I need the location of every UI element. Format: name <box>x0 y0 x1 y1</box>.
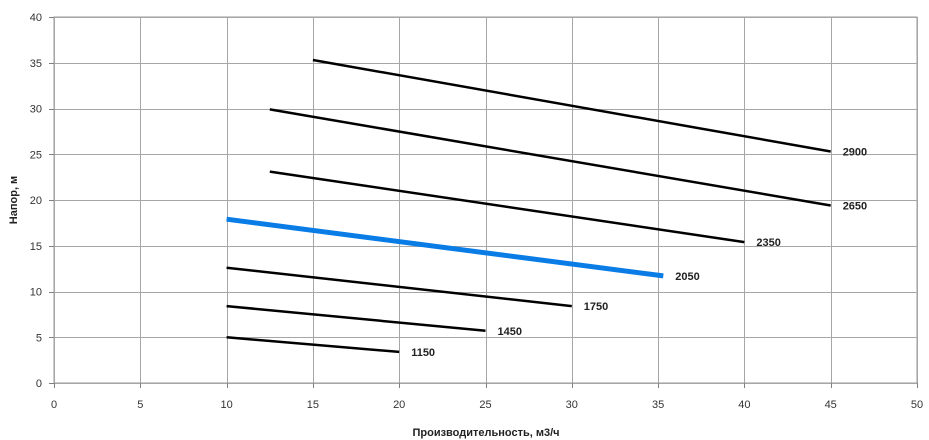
x-tick-label: 20 <box>393 399 405 411</box>
series-label-1450: 1450 <box>498 326 522 338</box>
series-line-1150 <box>226 336 400 354</box>
y-tick-label: 30 <box>30 104 42 116</box>
series-line-1450 <box>226 304 486 333</box>
x-axis-ticks: 0 5 10 15 20 25 30 35 40 45 50 <box>51 399 923 411</box>
series-line-1750 <box>226 266 572 308</box>
x-tick-label: 50 <box>911 399 923 411</box>
grid <box>49 16 918 388</box>
y-tick-label: 20 <box>30 195 42 207</box>
x-tick-label: 25 <box>479 399 491 411</box>
series-label-1150: 1150 <box>411 347 435 359</box>
series-lines <box>226 58 831 354</box>
x-tick-label: 40 <box>738 399 750 411</box>
y-tick-label: 35 <box>30 58 42 70</box>
x-tick-label: 10 <box>220 399 232 411</box>
x-axis-title: Производительность, м3/ч <box>412 427 559 439</box>
y-axis-title: Напор, м <box>8 176 20 224</box>
y-tick-label: 0 <box>36 378 42 390</box>
series-label-1750: 1750 <box>584 301 608 313</box>
y-axis-ticks: 0 5 10 15 20 25 30 35 40 <box>30 12 42 390</box>
series-line-2350 <box>269 170 745 244</box>
series-label-2350: 2350 <box>756 237 780 249</box>
y-tick-label: 40 <box>30 12 42 24</box>
y-tick-label: 15 <box>30 241 42 253</box>
y-tick-label: 5 <box>36 332 42 344</box>
series-line-2050 <box>226 216 664 279</box>
series-label-2050: 2050 <box>675 271 699 283</box>
x-tick-label: 5 <box>137 399 143 411</box>
x-tick-label: 30 <box>566 399 578 411</box>
y-tick-label: 10 <box>30 287 42 299</box>
x-tick-label: 45 <box>825 399 837 411</box>
series-label-2650: 2650 <box>843 200 867 212</box>
series-labels: 2900 2650 2350 2050 1750 1450 1150 <box>411 147 867 359</box>
series-label-2900: 2900 <box>843 147 867 159</box>
y-tick-label: 25 <box>30 149 42 161</box>
x-tick-label: 35 <box>652 399 664 411</box>
series-line-2650 <box>269 108 831 207</box>
series-line-2900 <box>312 58 831 153</box>
x-tick-label: 0 <box>51 399 57 411</box>
x-tick-label: 15 <box>307 399 319 411</box>
